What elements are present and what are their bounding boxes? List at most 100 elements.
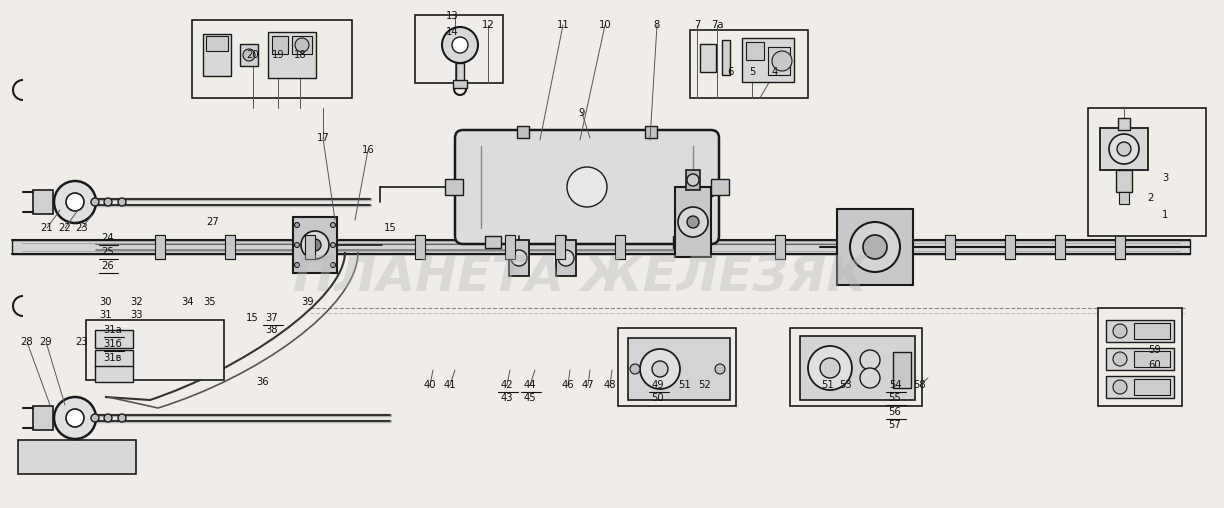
Text: 14: 14 xyxy=(446,27,458,37)
Bar xyxy=(674,187,711,257)
Text: 21: 21 xyxy=(40,223,54,233)
Text: 7а: 7а xyxy=(711,20,723,30)
Bar xyxy=(742,38,794,82)
Circle shape xyxy=(295,263,300,268)
Text: 10: 10 xyxy=(599,20,611,30)
Text: 51: 51 xyxy=(678,380,692,390)
Circle shape xyxy=(860,350,880,370)
Bar xyxy=(506,235,515,259)
Circle shape xyxy=(301,231,329,259)
Bar xyxy=(767,47,789,75)
Text: 45: 45 xyxy=(524,393,536,403)
Bar xyxy=(446,179,463,195)
Bar xyxy=(86,320,224,380)
Text: 39: 39 xyxy=(301,297,315,307)
Text: 23: 23 xyxy=(76,337,88,347)
Bar xyxy=(517,126,529,138)
Circle shape xyxy=(330,242,335,247)
Text: ПЛАНЕТА ЖЕЛЕЗЯК: ПЛАНЕТА ЖЕЛЕЗЯК xyxy=(293,254,867,302)
Text: 57: 57 xyxy=(889,420,901,430)
Bar xyxy=(837,209,913,285)
Bar xyxy=(554,235,565,259)
Bar xyxy=(1098,308,1182,406)
Text: 5: 5 xyxy=(749,67,755,77)
Text: 42: 42 xyxy=(501,380,513,390)
Circle shape xyxy=(715,364,725,374)
Circle shape xyxy=(118,198,126,206)
Circle shape xyxy=(567,167,607,207)
Bar xyxy=(1055,235,1065,259)
Text: 24: 24 xyxy=(102,233,114,243)
Text: 31б: 31б xyxy=(104,339,122,349)
Text: 17: 17 xyxy=(317,133,329,143)
Bar xyxy=(789,328,922,406)
Circle shape xyxy=(330,263,335,268)
Circle shape xyxy=(510,250,528,266)
Bar xyxy=(206,36,228,51)
Bar xyxy=(509,240,529,276)
Circle shape xyxy=(104,414,113,422)
Bar xyxy=(1115,235,1125,259)
Circle shape xyxy=(652,361,668,377)
Bar xyxy=(945,235,955,259)
Circle shape xyxy=(330,223,335,228)
Circle shape xyxy=(558,250,574,266)
Bar xyxy=(1133,351,1170,367)
Bar xyxy=(700,44,716,72)
Circle shape xyxy=(630,364,640,374)
Text: 7: 7 xyxy=(694,20,700,30)
Text: 37: 37 xyxy=(266,313,278,323)
Circle shape xyxy=(860,368,880,388)
Text: 22: 22 xyxy=(59,223,71,233)
Text: 25: 25 xyxy=(102,247,114,257)
Text: 56: 56 xyxy=(889,407,901,417)
Bar xyxy=(1106,376,1174,398)
Text: 1: 1 xyxy=(1162,210,1168,220)
Text: 12: 12 xyxy=(481,20,494,30)
Text: 54: 54 xyxy=(889,380,901,390)
Text: 23: 23 xyxy=(76,223,88,233)
Circle shape xyxy=(1118,142,1131,156)
Circle shape xyxy=(863,235,887,259)
Bar xyxy=(95,366,133,382)
Bar xyxy=(1106,320,1174,342)
Text: 3: 3 xyxy=(1162,173,1168,183)
Text: 34: 34 xyxy=(181,297,195,307)
Text: 8: 8 xyxy=(654,20,660,30)
Bar xyxy=(1100,128,1148,170)
Circle shape xyxy=(1113,324,1127,338)
Circle shape xyxy=(687,174,699,186)
Circle shape xyxy=(808,346,852,390)
Circle shape xyxy=(54,181,95,223)
Circle shape xyxy=(54,397,95,439)
Bar xyxy=(1118,118,1130,130)
Text: 16: 16 xyxy=(361,145,375,155)
Bar xyxy=(800,336,916,400)
Text: 59: 59 xyxy=(1148,345,1162,355)
Text: 47: 47 xyxy=(581,380,595,390)
Text: 44: 44 xyxy=(524,380,536,390)
Bar xyxy=(711,179,730,195)
Bar xyxy=(453,80,468,88)
Circle shape xyxy=(452,37,468,53)
Circle shape xyxy=(1113,352,1127,366)
Circle shape xyxy=(104,198,113,206)
Bar xyxy=(745,42,764,60)
Bar xyxy=(1088,108,1206,236)
Bar xyxy=(614,235,625,259)
Circle shape xyxy=(244,49,255,61)
Text: 4: 4 xyxy=(772,67,778,77)
Bar xyxy=(628,338,730,400)
Bar xyxy=(457,63,464,83)
Bar xyxy=(1005,235,1015,259)
Circle shape xyxy=(295,38,308,52)
Text: 13: 13 xyxy=(446,11,458,21)
Bar xyxy=(1116,170,1132,192)
Text: 15: 15 xyxy=(383,223,397,233)
Bar xyxy=(1133,379,1170,395)
Bar xyxy=(556,240,577,276)
Text: 46: 46 xyxy=(562,380,574,390)
Circle shape xyxy=(772,51,792,71)
Bar xyxy=(618,328,736,406)
Bar xyxy=(192,20,353,98)
